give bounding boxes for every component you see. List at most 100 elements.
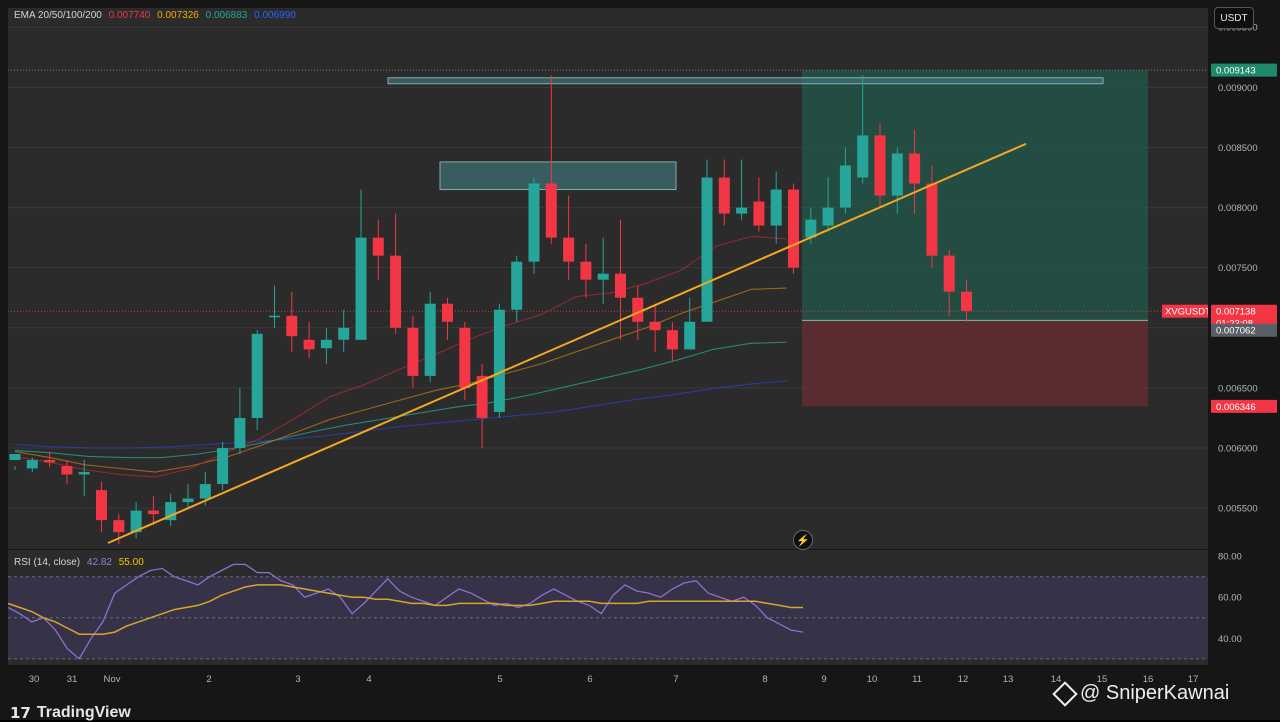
candle-body: [338, 327, 350, 340]
candle: [943, 249, 955, 316]
candle: [251, 330, 263, 430]
price-chart-svg[interactable]: XVGUSDT: [8, 8, 1208, 549]
candle: [424, 291, 436, 382]
candle-body: [286, 315, 298, 337]
candle-body: [822, 207, 834, 226]
candle: [182, 484, 194, 509]
candle: [355, 189, 367, 340]
candle-body: [528, 183, 540, 262]
rsi-tick-label: 60.00: [1218, 593, 1242, 604]
diamond-icon: [1052, 680, 1078, 707]
time-tick-label: 13: [1003, 674, 1014, 685]
candle-body: [493, 309, 505, 412]
rsi-legend[interactable]: RSI (14, close) 42.82 55.00: [14, 557, 148, 568]
candle-body: [199, 484, 211, 499]
candle: [926, 165, 938, 268]
time-tick-label: 8: [762, 674, 767, 685]
candle: [44, 451, 56, 468]
candle: [269, 285, 280, 328]
time-tick-label: 3: [295, 674, 300, 685]
time-tick-label: 9: [821, 674, 826, 685]
candle: [718, 159, 730, 226]
candle-body: [390, 255, 402, 328]
price-pane[interactable]: XVGUSDT: [8, 8, 1208, 549]
rsi-pane[interactable]: [8, 550, 1208, 665]
candle-body: [182, 498, 194, 503]
rsi-line: [8, 563, 804, 660]
ema50-value: 0.007326: [157, 10, 199, 21]
candle-body: [113, 520, 125, 533]
ema20-value: 0.007740: [108, 10, 151, 21]
time-tick-label: 15: [1097, 674, 1108, 685]
candle-body: [666, 330, 678, 350]
time-tick-label: 2: [206, 674, 211, 685]
time-tick-label: 14: [1051, 674, 1062, 685]
candle-body: [961, 291, 972, 311]
candle: [753, 177, 765, 232]
candle: [286, 291, 298, 352]
candle: [511, 255, 523, 322]
candle-body: [736, 207, 748, 214]
zone-resistance-top: [387, 77, 1104, 85]
candle-body: [909, 153, 921, 184]
candle-body: [857, 135, 869, 178]
time-tick-label: 17: [1188, 674, 1199, 685]
candle-body: [9, 454, 21, 461]
target-badge-bg: [1211, 63, 1277, 77]
candle-body: [165, 502, 177, 521]
candle-body: [874, 135, 886, 196]
candle: [26, 457, 38, 473]
candle-body: [718, 177, 730, 214]
candle: [891, 147, 903, 214]
candle-body: [442, 303, 453, 322]
candle: [372, 219, 384, 280]
time-tick-label: 12: [958, 674, 969, 685]
tradingview-logo-text: TradingView: [36, 704, 131, 721]
candle: [684, 297, 696, 350]
candle-body: [61, 466, 73, 475]
candle-body: [476, 375, 488, 418]
candle: [545, 75, 557, 244]
profit-zone: [802, 70, 1148, 321]
time-tick-label: 11: [912, 674, 922, 685]
candle-body: [44, 460, 56, 463]
candle-body: [788, 189, 799, 268]
candle-body: [839, 165, 851, 208]
candle-body: [597, 273, 609, 280]
rsi-ma-line: [8, 584, 803, 635]
candle: [303, 321, 315, 358]
entry-badge-text: 0.007062: [1216, 326, 1256, 337]
candle: [563, 195, 575, 280]
candle: [857, 75, 869, 184]
rsi-scale-svg[interactable]: 80.00 60.00 40.00: [1208, 550, 1280, 665]
ema-legend[interactable]: EMA 20/50/100/200 0.007740 0.007326 0.00…: [14, 10, 300, 21]
candle: [476, 363, 488, 449]
currency-button[interactable]: USDT: [1214, 7, 1254, 29]
price-tick-label: 0.006000: [1218, 444, 1258, 455]
time-tick-label: 30: [29, 674, 40, 685]
price-scale[interactable]: 0.0095000.0090000.0085000.0080000.007500…: [1208, 8, 1280, 549]
rsi-chart-svg[interactable]: [8, 550, 1208, 665]
price-scale-svg[interactable]: 0.0095000.0090000.0085000.0080000.007500…: [1208, 8, 1280, 549]
time-tick-label: 6: [587, 674, 592, 685]
candle: [649, 303, 661, 352]
price-tick-label: 0.007500: [1218, 263, 1258, 274]
candle: [9, 454, 21, 470]
candle: [874, 123, 886, 208]
time-tick-label: 5: [497, 674, 502, 685]
candle: [701, 159, 713, 322]
price-tick-label: 0.008500: [1218, 143, 1258, 154]
rsi-scale[interactable]: 80.00 60.00 40.00: [1208, 550, 1280, 665]
watermark: @ SniperKawnai: [1052, 680, 1229, 707]
time-tick-label: 4: [366, 674, 371, 685]
tradingview-logo[interactable]: 𝟭𝟳 TradingView: [10, 704, 131, 722]
candle: [234, 387, 246, 455]
candle-body: [632, 297, 644, 322]
lightning-icon[interactable]: ⚡: [793, 530, 813, 550]
time-axis[interactable]: 30 31 Nov 2 3 4 5 6 7 8 9 10 11 12 13 14 15 16 17: [8, 666, 1208, 690]
candle: [78, 460, 90, 497]
time-axis-svg[interactable]: 30 31 Nov 2 3 4 5 6 7 8 9 10 11 12 13 14 15 16 17: [8, 666, 1208, 690]
candle-body: [684, 321, 696, 350]
trendline: [107, 142, 1027, 544]
